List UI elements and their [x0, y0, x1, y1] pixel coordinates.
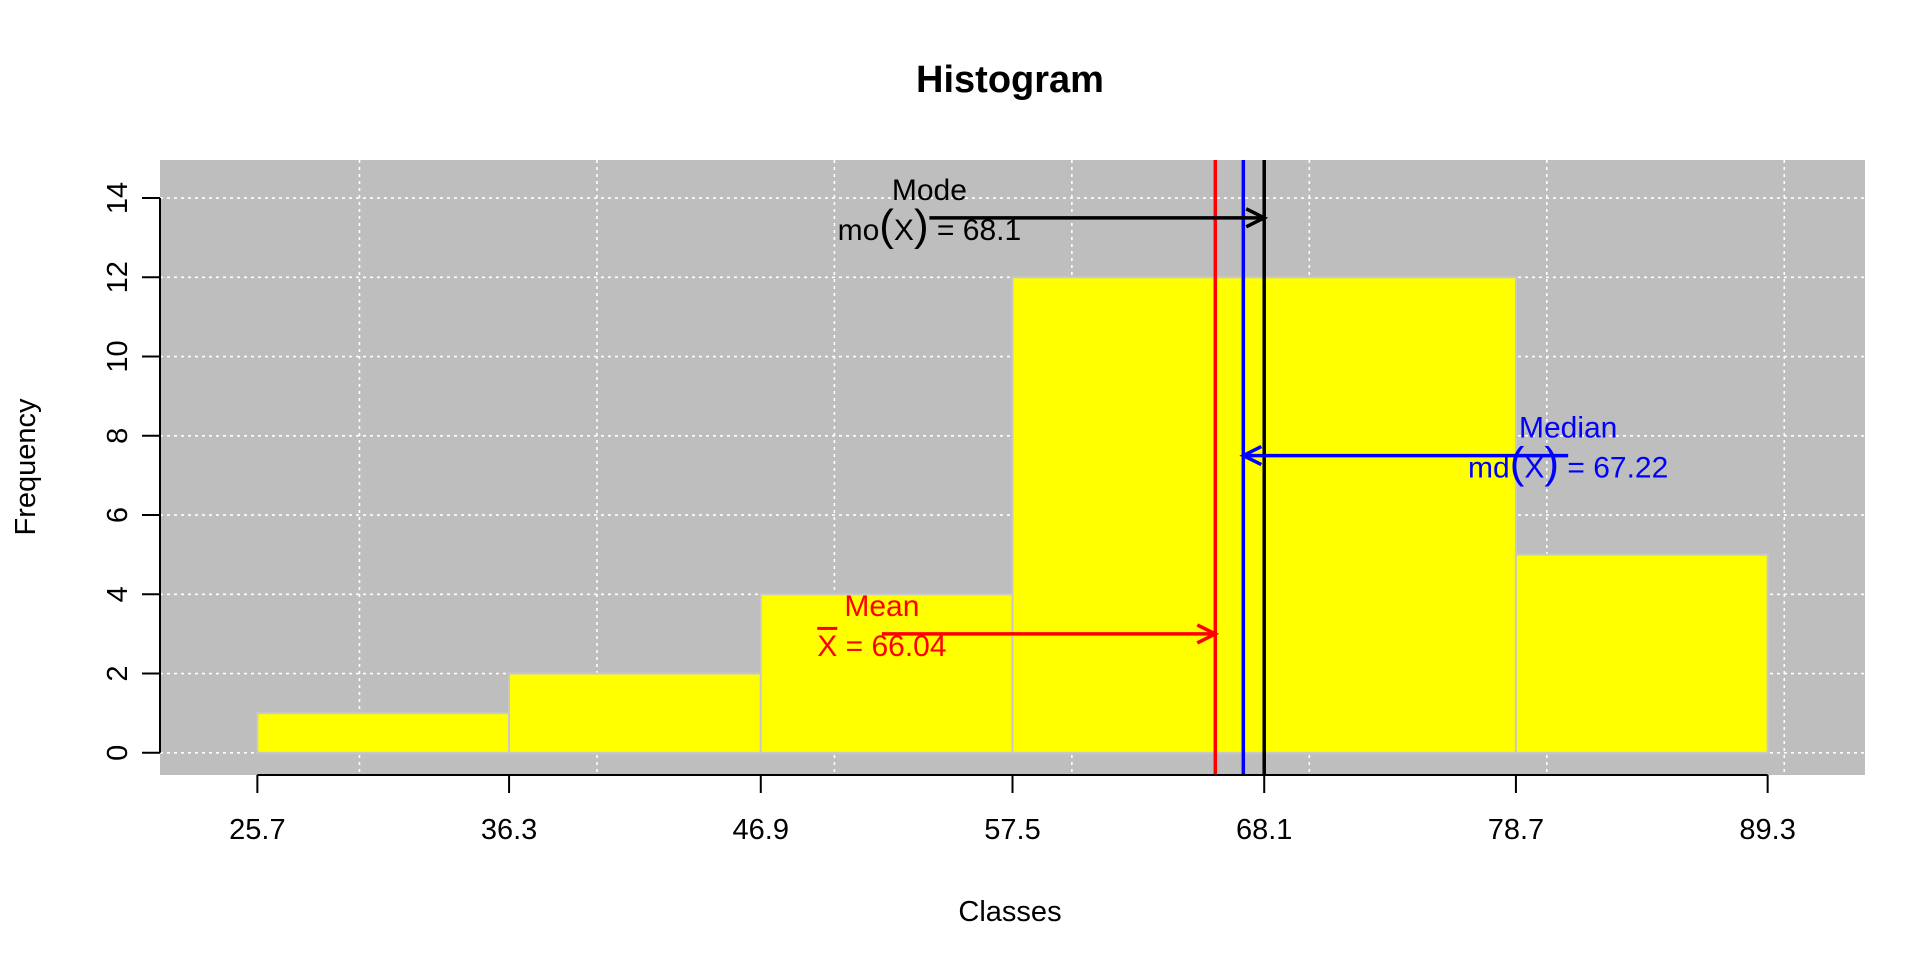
histogram-bar — [1514, 553, 1769, 754]
y-tick-label: 4 — [102, 586, 134, 602]
histogram-bar — [1263, 276, 1517, 754]
mode-value-label: mo(X) = 68.1 — [838, 201, 1022, 250]
histogram-bar — [759, 593, 1014, 754]
histogram-bar — [508, 672, 762, 754]
x-tick-label: 36.3 — [481, 814, 537, 846]
median-value-label: md(X) = 67.22 — [1468, 439, 1668, 488]
axes: 0 2 4 6 8 10 12 14 25.7 36.3 46.9 57.5 68.1 78.7 89.3 — [102, 182, 1796, 846]
mean-arrow-head — [1196, 623, 1220, 645]
x-axis-label: Classes — [958, 896, 1061, 928]
mean-value-label: X = 66.04 — [817, 630, 946, 663]
x-bar-symbol: X — [817, 630, 837, 663]
x-tick-label: 68.1 — [1236, 814, 1292, 846]
histogram-bar — [256, 712, 511, 754]
histogram-bars — [256, 276, 1769, 754]
y-tick-label: 2 — [102, 665, 134, 681]
y-tick-label: 6 — [102, 507, 134, 523]
statistic-lines — [1213, 160, 1266, 775]
x-tick-label: 46.9 — [733, 814, 789, 846]
y-tick-label: 8 — [102, 428, 134, 444]
x-tick-label: 25.7 — [229, 814, 285, 846]
mean-label: Mean — [844, 590, 919, 623]
y-tick-label: 12 — [102, 261, 134, 293]
x-tick-label: 78.7 — [1488, 814, 1544, 846]
mode-label: Mode — [892, 174, 967, 207]
median-arrow-head — [1239, 445, 1263, 467]
y-tick-label: 10 — [102, 340, 134, 372]
median-label: Median — [1519, 412, 1617, 445]
x-tick-label: 57.5 — [984, 814, 1040, 846]
statistic-arrows — [881, 207, 1569, 645]
y-tick-label: 0 — [102, 745, 134, 761]
histogram-bar — [1011, 276, 1266, 754]
x-tick-label: 89.3 — [1739, 814, 1795, 846]
y-tick-label: 14 — [102, 182, 134, 214]
chart-title: Histogram — [916, 59, 1104, 101]
mode-arrow-head — [1245, 207, 1269, 229]
y-axis-label: Frequency — [10, 398, 42, 536]
